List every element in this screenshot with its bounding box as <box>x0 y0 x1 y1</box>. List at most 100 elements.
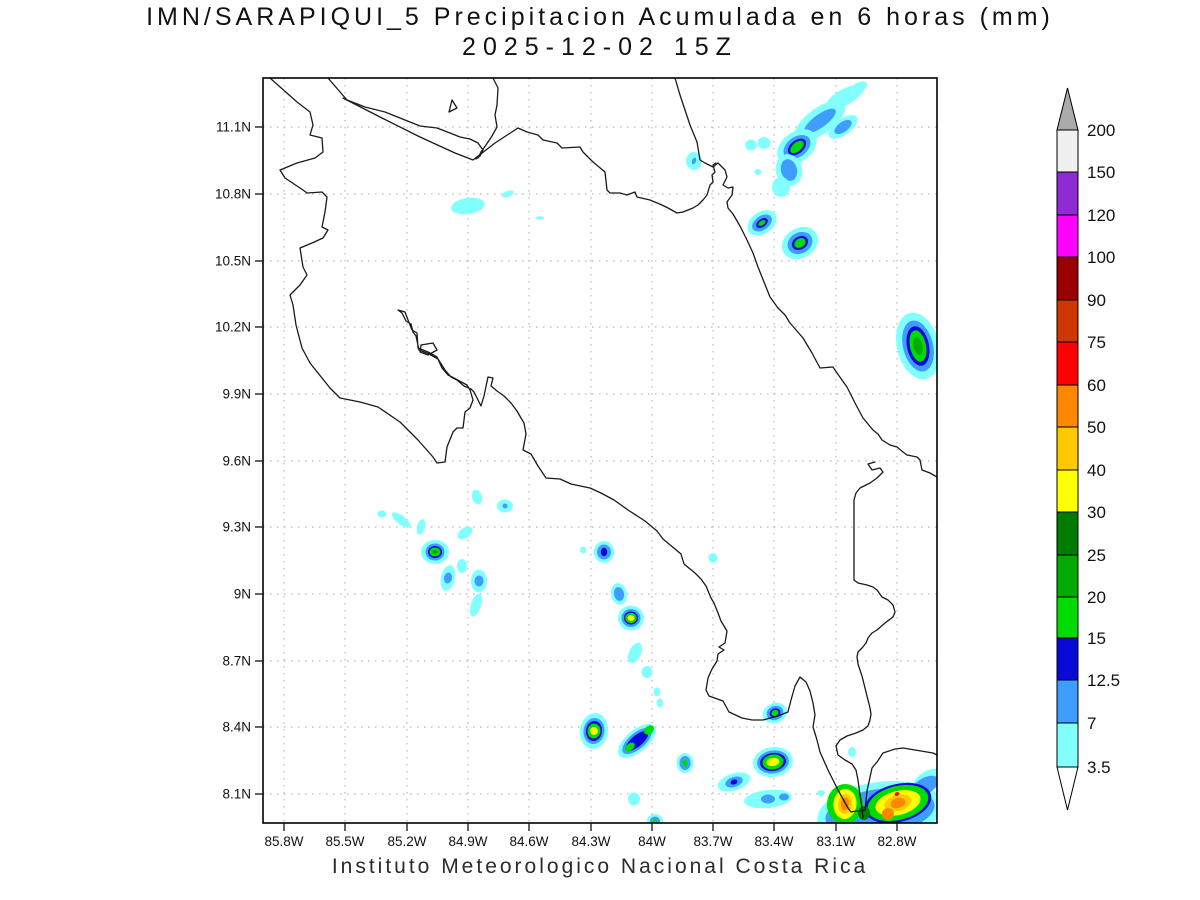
precip-cell <box>761 794 775 804</box>
precip-cell <box>780 159 798 181</box>
lake-island <box>448 99 458 113</box>
lat-tick-label: 10.2N <box>215 320 251 335</box>
colorbar-level-label: 120 <box>1087 206 1115 225</box>
colorbar-level-label: 100 <box>1087 248 1115 267</box>
colorbar-level-label: 20 <box>1087 588 1106 607</box>
precip-cell <box>502 190 514 198</box>
colorbar-level-label: 15 <box>1087 629 1106 648</box>
lat-tick-label: 8.7N <box>222 654 251 669</box>
colorbar-level-label: 50 <box>1087 418 1106 437</box>
colorbar-level-label: 40 <box>1087 461 1106 480</box>
precip-cell <box>771 709 779 717</box>
precip-cell <box>613 587 625 601</box>
precip-cell <box>644 725 654 735</box>
precip-cell <box>457 559 467 573</box>
precip-cell <box>913 337 923 355</box>
precip-cell <box>627 642 643 664</box>
colorbar-box <box>1056 426 1079 471</box>
pacific-coast <box>269 78 937 813</box>
colorbar-legend: 200 150 120 100 90 75 60 50 40 30 25 20 15 12.5 7 3.5 <box>1056 87 1120 811</box>
precip-cell <box>443 572 453 584</box>
precip-cell <box>451 197 485 215</box>
precip-cell <box>656 698 664 708</box>
colorbar-level-label: 3.5 <box>1087 758 1111 777</box>
colorbar-box <box>1056 171 1079 216</box>
lake-nicaragua-ne-shore <box>477 78 499 159</box>
precip-cell <box>682 759 688 767</box>
lat-tick-label: 9.6N <box>222 454 251 469</box>
map-frame <box>262 77 938 824</box>
lon-tick-label: 83.4W <box>754 834 793 849</box>
lon-tick-label: 85.5W <box>325 834 364 849</box>
lon-tick-label: 83.1W <box>816 834 855 849</box>
lat-tick-label: 8.4N <box>222 720 251 735</box>
colorbar-box <box>1056 341 1079 386</box>
precip-cell <box>580 546 586 554</box>
precip-cell <box>890 797 906 809</box>
precip-cell <box>754 169 762 175</box>
lon-tick-label: 84.3W <box>571 834 610 849</box>
precip-cell <box>628 792 640 806</box>
precip-cell <box>652 819 658 823</box>
graticule-grid <box>263 78 937 823</box>
colorbar-level-label: 200 <box>1087 121 1115 140</box>
colorbar-box <box>1056 214 1079 258</box>
precip-cell <box>691 157 697 165</box>
precip-cell <box>758 220 766 226</box>
precip-cell <box>757 137 771 149</box>
precip-cell <box>590 727 598 735</box>
footer-credit: Instituto Meteorologico Nacional Costa R… <box>331 855 869 878</box>
precip-cell <box>708 553 718 563</box>
precip-cell <box>391 512 411 528</box>
precip-cell <box>377 510 387 518</box>
colorbar-level-label: 12.5 <box>1087 671 1120 690</box>
precip-cell <box>641 666 653 678</box>
precip-cell <box>730 779 738 785</box>
precip-cell <box>882 808 894 820</box>
precip-cell <box>653 687 661 697</box>
precip-cell <box>745 139 757 151</box>
lon-tick-label: 84W <box>638 834 666 849</box>
lat-tick-label: 8.1N <box>222 787 251 802</box>
chart-title: IMN/SARAPIQUI_5 Precipitacion Acumulada … <box>0 2 1200 62</box>
precip-cell <box>600 547 608 557</box>
precip-cell <box>502 503 508 509</box>
lat-tick-label: 9N <box>234 587 251 602</box>
lat-tick-label: 9.9N <box>222 387 251 402</box>
colorbar-box <box>1056 256 1079 301</box>
precip-cell <box>848 747 856 757</box>
colorbar-level-label: 90 <box>1087 291 1106 310</box>
precip-cell <box>790 140 804 154</box>
lake-nicaragua-shore <box>327 78 484 160</box>
colorbar-level-label: 7 <box>1087 714 1096 733</box>
isla-chira <box>419 342 438 356</box>
lat-tick-label: 10.5N <box>215 254 251 269</box>
precip-cell <box>432 550 438 554</box>
axis-labels: 11.1N 10.8N 10.5N 10.2N 9.9N 9.6N 9.3N 9N 8.7N 8.… <box>215 120 917 850</box>
colorbar-level-label: 150 <box>1087 163 1115 182</box>
colorbar-level-label: 25 <box>1087 546 1106 565</box>
colorbar-level-label: 60 <box>1087 376 1106 395</box>
precip-cell <box>848 81 868 95</box>
panama-border <box>835 461 896 819</box>
precip-cell <box>834 119 852 135</box>
nicaragua-border <box>342 97 717 214</box>
precip-cell <box>457 526 473 540</box>
colorbar-box <box>1056 384 1079 428</box>
colorbar-box <box>1056 511 1079 556</box>
precip-cell <box>474 575 484 587</box>
precip-cell <box>536 216 544 220</box>
precip-cell <box>416 519 426 535</box>
precip-cell <box>627 615 635 621</box>
lon-tick-label: 84.9W <box>448 834 487 849</box>
precip-cell <box>625 742 635 752</box>
chart-title-line2: 2025-12-02 15Z <box>462 33 738 61</box>
precip-cell <box>469 593 483 617</box>
colorbar-box <box>1056 554 1079 598</box>
precipitation-cells <box>377 81 937 823</box>
lon-tick-label: 82.8W <box>877 834 916 849</box>
precip-cell <box>858 806 870 820</box>
precip-cell <box>894 792 900 796</box>
colorbar-box <box>1056 679 1079 724</box>
